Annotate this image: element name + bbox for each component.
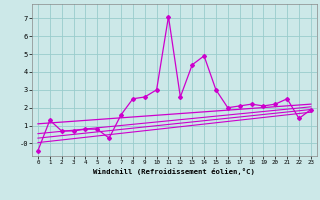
X-axis label: Windchill (Refroidissement éolien,°C): Windchill (Refroidissement éolien,°C) (93, 168, 255, 175)
